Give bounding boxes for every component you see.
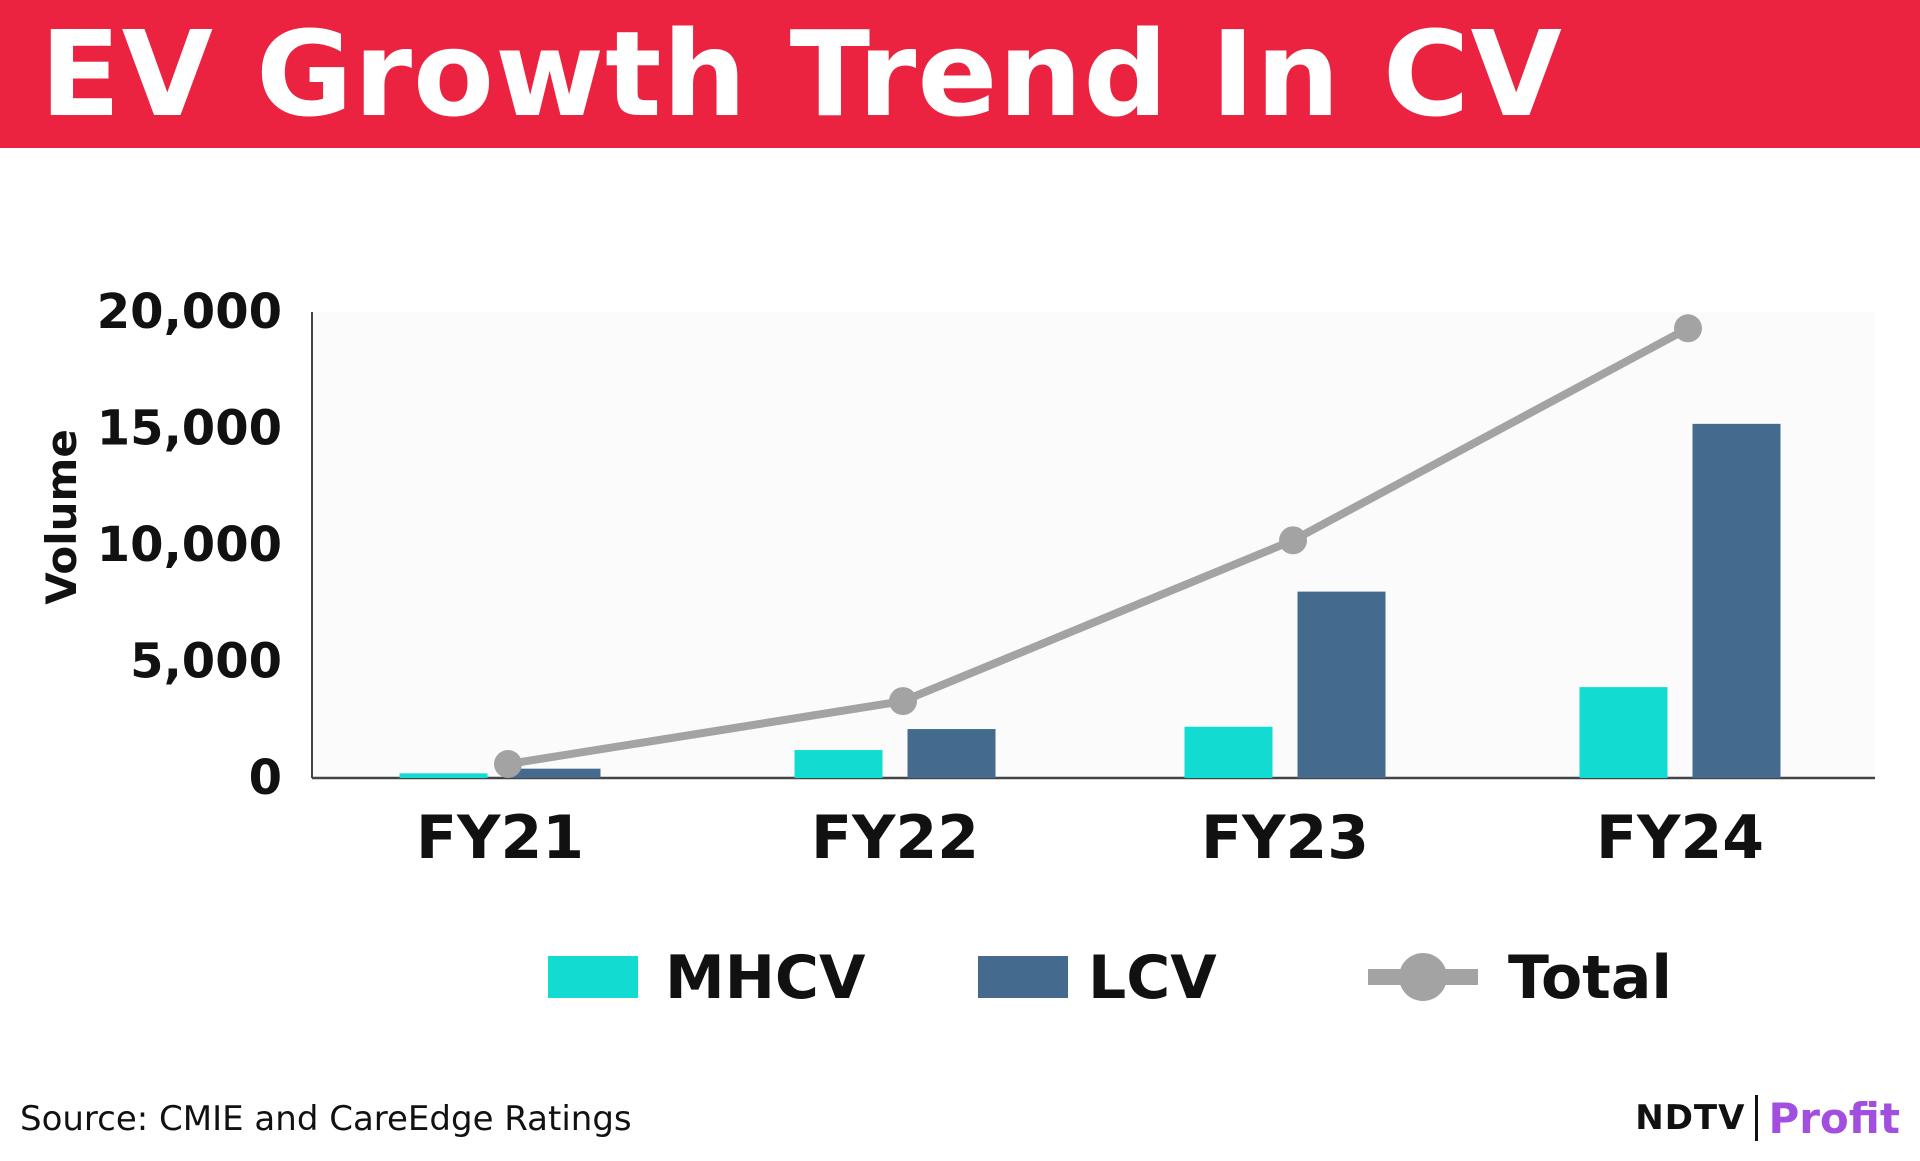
legend-label-lcv: LCV [1088,943,1217,1013]
bar-lcv [1692,423,1781,778]
source-note: Source: CMIE and CareEdge Ratings [20,1099,632,1139]
y-tick-label: 10,000 [97,517,282,573]
y-tick-label: 0 [249,750,282,806]
y-tick-label: 20,000 [97,284,282,340]
x-tick-label: FY21 [416,803,584,873]
bar-mhcv [1579,687,1668,778]
chart-title: EV Growth Trend In CV [40,5,1563,143]
legend-swatch-lcv [978,956,1068,998]
legend-label-mhcv: MHCV [665,943,866,1013]
bar-lcv [1297,591,1386,778]
legend-label-total: Total [1508,943,1672,1013]
legend-swatch-mhcv [548,956,638,998]
y-axis-label: Volume [37,429,86,605]
point-total [1279,526,1307,555]
bar-mhcv [1184,726,1273,778]
point-total [889,687,917,716]
bar-lcv [512,768,601,778]
bar-mhcv [399,773,488,778]
brand-profit: Profit [1768,1093,1900,1143]
brand-ndtv: NDTV [1635,1098,1746,1138]
x-tick-label: FY24 [1596,803,1764,873]
title-banner: EV Growth Trend In CV [0,0,1920,148]
bar-mhcv [794,750,883,778]
y-tick-label: 15,000 [97,401,282,457]
point-total [494,750,522,779]
point-total [1674,314,1702,343]
legend-marker-total [1399,953,1447,1001]
brand-divider [1755,1095,1759,1141]
bar-lcv [907,729,996,778]
x-tick-label: FY23 [1201,803,1369,873]
x-tick-label: FY22 [811,803,979,873]
y-tick-label: 5,000 [130,634,282,690]
brand-logo: NDTV Profit [1635,1088,1900,1148]
line-total [507,324,1690,768]
